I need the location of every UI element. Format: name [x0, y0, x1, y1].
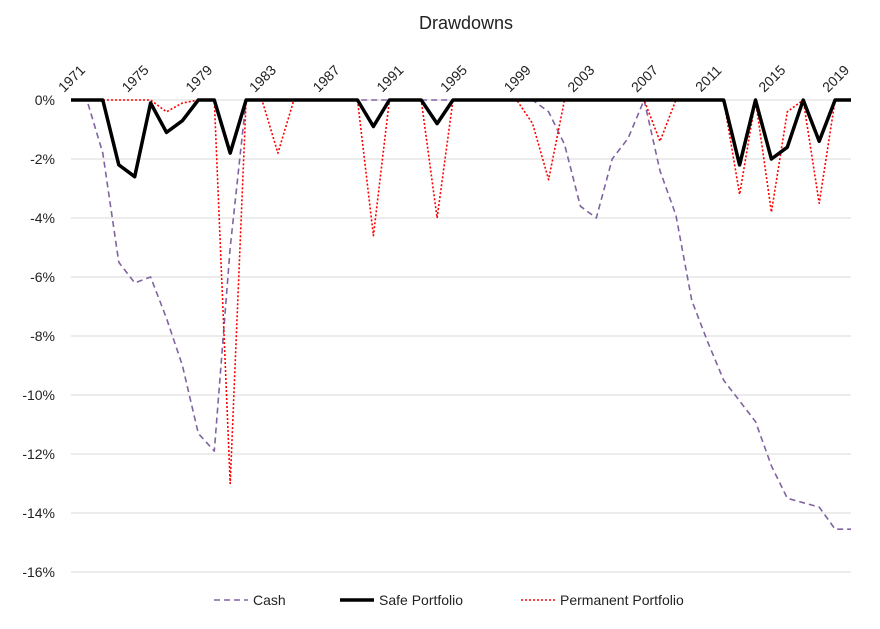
series-line-safe-portfolio: [71, 98, 851, 179]
x-tick-label: 1983: [246, 62, 279, 95]
x-tick-label: 2007: [628, 62, 661, 95]
series-line-permanent-portfolio: [71, 99, 851, 485]
y-axis-tick-labels: 0% -2% -4% -6% -8% -10% -12% -14% -16%: [22, 92, 55, 580]
x-axis-tick-labels: 1971 1975 1979 1983 1987 1991 1995 1999 2003 2007…: [55, 62, 853, 95]
x-tick-label: 1991: [373, 62, 406, 95]
y-tick-label: -6%: [30, 269, 55, 285]
chart-title: Drawdowns: [419, 13, 513, 33]
legend-label: Cash: [253, 592, 286, 608]
x-tick-label: 1999: [501, 62, 534, 95]
x-tick-label: 1987: [309, 62, 342, 95]
legend-label: Permanent Portfolio: [560, 592, 684, 608]
x-tick-label: 2019: [819, 62, 852, 95]
gridlines: [71, 99, 851, 573]
legend-label: Safe Portfolio: [379, 592, 463, 608]
series-line-cash: [71, 99, 851, 531]
y-tick-label: -16%: [22, 564, 55, 580]
series-lines: [71, 98, 851, 531]
legend: Cash Safe Portfolio Permanent Portfolio: [214, 592, 684, 608]
x-tick-label: 1995: [437, 62, 470, 95]
x-tick-label: 1975: [118, 62, 151, 95]
y-tick-label: -4%: [30, 210, 55, 226]
y-tick-label: -8%: [30, 328, 55, 344]
x-tick-label: 2015: [755, 62, 788, 95]
x-tick-label: 1971: [55, 62, 88, 95]
y-tick-label: 0%: [35, 92, 55, 108]
x-tick-label: 2011: [692, 62, 725, 95]
y-tick-label: -10%: [22, 387, 55, 403]
y-tick-label: -12%: [22, 446, 55, 462]
x-tick-label: 2003: [564, 62, 597, 95]
y-tick-label: -14%: [22, 505, 55, 521]
y-tick-label: -2%: [30, 151, 55, 167]
x-tick-label: 1979: [182, 62, 215, 95]
